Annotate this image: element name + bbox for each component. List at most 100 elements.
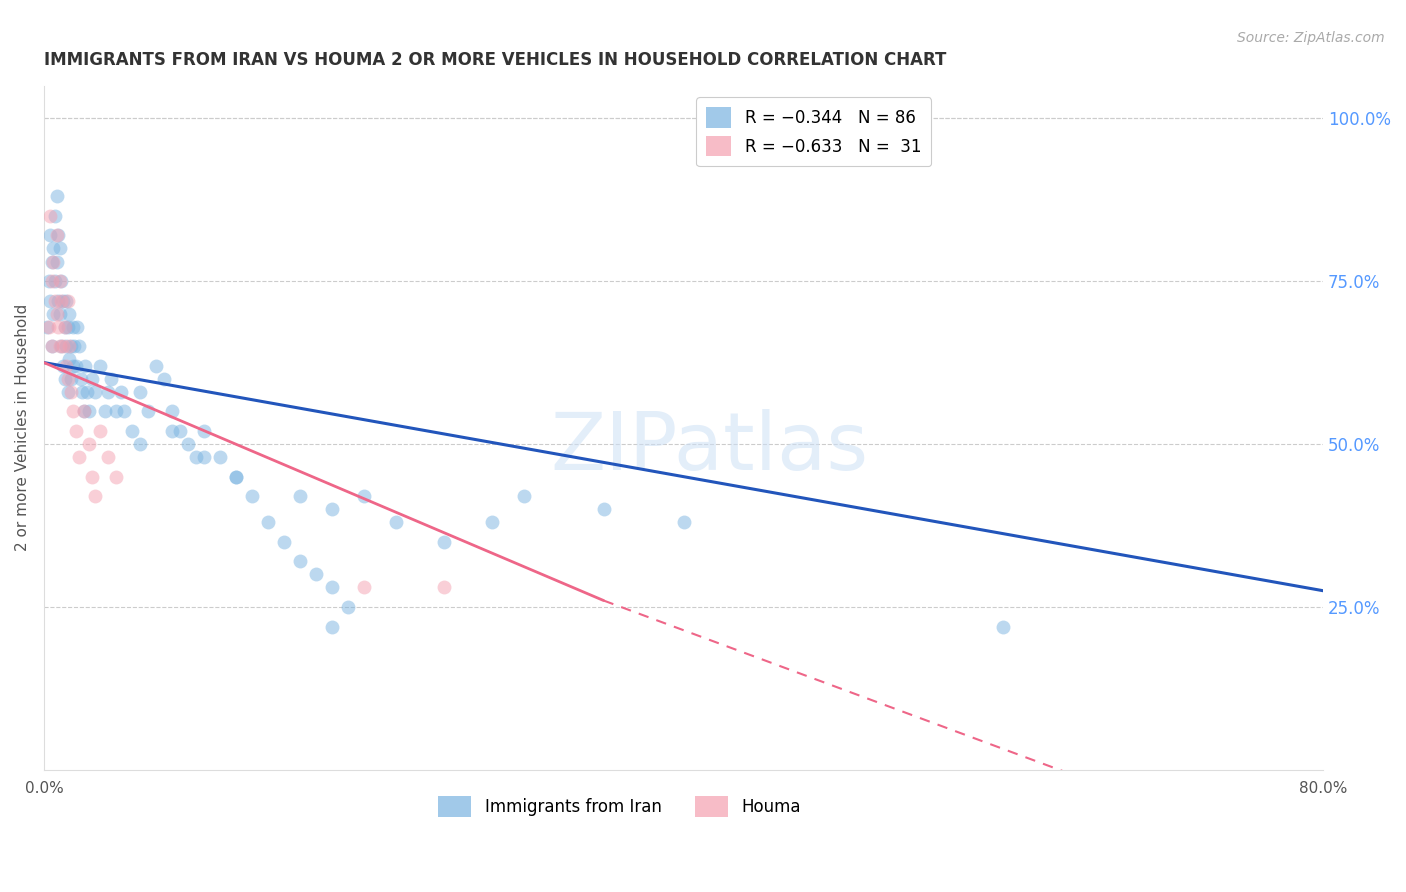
Point — [153, 372, 176, 386]
Point — [41, 274, 63, 288]
Point — [384, 516, 406, 530]
Point — [128, 384, 150, 399]
Text: IMMIGRANTS FROM IRAN VS HOUMA 2 OR MORE VEHICLES IN HOUSEHOLD CORRELATION CHART: IMMIGRANTS FROM IRAN VS HOUMA 2 OR MORE … — [44, 51, 946, 69]
Point — [56, 319, 79, 334]
Point — [121, 424, 143, 438]
Point — [110, 384, 132, 399]
Point — [89, 424, 111, 438]
Point — [41, 254, 63, 268]
Point — [49, 307, 72, 321]
Point — [67, 339, 90, 353]
Point — [72, 384, 94, 399]
Point — [38, 274, 60, 288]
Point — [193, 450, 215, 464]
Point — [53, 319, 76, 334]
Point — [321, 619, 343, 633]
Point — [321, 581, 343, 595]
Point — [41, 339, 63, 353]
Point — [240, 489, 263, 503]
Point — [42, 242, 65, 256]
Point — [63, 339, 86, 353]
Point — [46, 319, 69, 334]
Point — [45, 254, 67, 268]
Point — [46, 228, 69, 243]
Point — [592, 502, 614, 516]
Point — [49, 339, 72, 353]
Point — [55, 293, 77, 308]
Point — [97, 384, 120, 399]
Point — [193, 424, 215, 438]
Point — [75, 359, 97, 373]
Point — [80, 372, 103, 386]
Point — [60, 339, 83, 353]
Point — [53, 372, 76, 386]
Point — [56, 372, 79, 386]
Point — [97, 450, 120, 464]
Point — [60, 384, 83, 399]
Point — [288, 489, 311, 503]
Point — [993, 619, 1015, 633]
Point — [336, 600, 359, 615]
Point — [273, 534, 295, 549]
Point — [321, 502, 343, 516]
Point — [42, 254, 65, 268]
Point — [73, 404, 96, 418]
Point — [481, 516, 503, 530]
Point — [49, 242, 72, 256]
Point — [225, 469, 247, 483]
Point — [104, 404, 127, 418]
Point — [256, 516, 278, 530]
Point — [35, 319, 58, 334]
Point — [58, 307, 80, 321]
Point — [42, 307, 65, 321]
Point — [52, 293, 75, 308]
Point — [353, 489, 375, 503]
Point — [80, 469, 103, 483]
Point — [184, 450, 207, 464]
Point — [69, 372, 91, 386]
Point — [62, 319, 84, 334]
Point — [77, 404, 100, 418]
Point — [84, 489, 107, 503]
Point — [433, 534, 456, 549]
Point — [45, 189, 67, 203]
Point — [51, 293, 73, 308]
Point — [169, 424, 191, 438]
Point — [60, 372, 83, 386]
Point — [55, 359, 77, 373]
Point — [44, 274, 66, 288]
Point — [136, 404, 159, 418]
Point — [39, 209, 62, 223]
Point — [112, 404, 135, 418]
Point — [45, 228, 67, 243]
Point — [52, 339, 75, 353]
Point — [65, 424, 87, 438]
Point — [67, 450, 90, 464]
Point — [51, 274, 73, 288]
Point — [65, 359, 87, 373]
Point — [62, 404, 84, 418]
Point — [76, 384, 98, 399]
Point — [66, 319, 89, 334]
Point — [44, 293, 66, 308]
Point — [51, 339, 73, 353]
Point — [128, 437, 150, 451]
Point — [55, 339, 77, 353]
Y-axis label: 2 or more Vehicles in Household: 2 or more Vehicles in Household — [15, 304, 30, 551]
Text: ZIPatlas: ZIPatlas — [550, 409, 868, 487]
Point — [39, 293, 62, 308]
Point — [288, 554, 311, 568]
Point — [58, 352, 80, 367]
Point — [225, 469, 247, 483]
Point — [89, 359, 111, 373]
Point — [52, 359, 75, 373]
Point — [305, 567, 328, 582]
Point — [145, 359, 167, 373]
Point — [100, 372, 122, 386]
Point — [177, 437, 200, 451]
Point — [46, 293, 69, 308]
Point — [56, 293, 79, 308]
Point — [353, 581, 375, 595]
Point — [208, 450, 231, 464]
Point — [49, 274, 72, 288]
